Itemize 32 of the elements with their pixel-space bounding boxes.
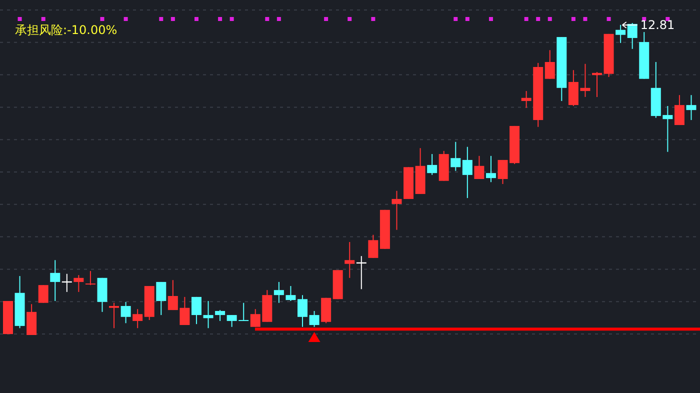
candlestick: [344, 242, 355, 278]
candlestick: [462, 146, 472, 199]
candlestick: [309, 310, 320, 328]
candlestick: [486, 155, 496, 183]
candlestick: [627, 22, 638, 50]
candlestick: [427, 154, 438, 176]
candlestick: [203, 300, 214, 329]
candlestick: [215, 310, 226, 322]
candlestick: [274, 281, 284, 304]
candlestick: [474, 155, 484, 180]
candlestick: [120, 301, 131, 324]
annotation: 承担风险:-10.00%: [15, 23, 118, 37]
candlestick: [286, 286, 296, 302]
annotation: 12.81: [640, 18, 675, 32]
candlestick: [592, 71, 602, 98]
candlestick: [368, 234, 378, 258]
candlestick: [191, 296, 202, 325]
candlestick: [686, 94, 696, 121]
candlestick: [50, 260, 60, 302]
candlestick: [450, 141, 461, 172]
candlestick: [109, 302, 120, 329]
candlestick: [74, 274, 84, 292]
candlestick: [298, 294, 308, 328]
candlestick: [674, 94, 684, 126]
candlestick: [392, 190, 402, 230]
candlestick: [616, 24, 626, 44]
candlestick: [132, 308, 143, 329]
candlestick: [544, 50, 555, 80]
candlestick: [26, 304, 37, 336]
candlestick: [38, 284, 48, 304]
candlestick: [156, 281, 166, 316]
candlestick: [85, 270, 96, 286]
